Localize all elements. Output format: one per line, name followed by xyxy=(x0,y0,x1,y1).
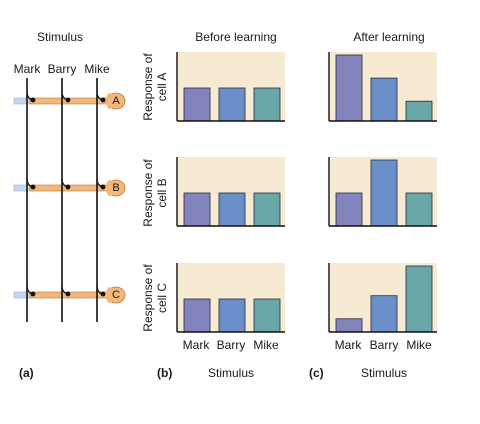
row-label-cell-c: Response of cell C xyxy=(141,264,169,332)
bar-after-cell-c-mark xyxy=(335,318,363,333)
bar-before-cell-a-mike xyxy=(253,87,281,122)
neuron-label-a: A xyxy=(112,95,120,107)
neuron-label-b: B xyxy=(112,182,119,194)
neuron-hillock-a xyxy=(106,93,112,109)
chart-after-cell-b xyxy=(328,157,437,227)
bar-before-cell-c-barry xyxy=(218,298,246,333)
row-label-cell-a-line2: cell A xyxy=(155,73,169,102)
bar-after-cell-c-mike xyxy=(405,265,433,333)
panel-c-xlabel: Stimulus xyxy=(361,366,407,380)
row-label-cell-b-line1: Response of xyxy=(141,159,155,227)
row-label-cell-a: Response of cell A xyxy=(141,53,169,121)
synapse-mark-c xyxy=(30,291,36,297)
chart-before-cell-b xyxy=(176,157,285,227)
bar-before-cell-b-mike xyxy=(253,192,281,227)
synapse-barry-a xyxy=(65,97,71,103)
synapse-mark-a xyxy=(30,97,36,103)
bar-before-cell-a-barry xyxy=(218,87,246,122)
input-label-mike: Mike xyxy=(84,62,110,76)
synapse-barry-b xyxy=(65,184,71,190)
after-x-tick-labels: Mark Barry Mike xyxy=(335,338,432,352)
row-label-cell-b: Response of cell B xyxy=(141,159,169,227)
before-x-tick-labels: Mark Barry Mike xyxy=(183,338,279,352)
panel-a-label: (a) xyxy=(19,366,34,380)
bar-after-cell-b-barry xyxy=(370,159,398,227)
bar-after-cell-c-barry xyxy=(370,295,398,333)
bar-before-cell-a-mark xyxy=(183,87,211,122)
row-label-cell-b-line2: cell B xyxy=(155,178,169,207)
bar-after-cell-a-mark xyxy=(335,54,363,122)
bar-before-cell-c-mike xyxy=(253,298,281,333)
panel-c-label: (c) xyxy=(309,366,324,380)
chart-after-cell-c xyxy=(328,263,437,333)
neuron-hillock-c xyxy=(106,287,112,303)
panel-a-title: Stimulus xyxy=(37,30,83,44)
row-label-cell-a-line1: Response of xyxy=(141,53,155,121)
after-learning-title: After learning xyxy=(353,30,424,44)
synapse-mike-c xyxy=(100,291,106,297)
before-tick-mike: Mike xyxy=(253,338,279,352)
panel-a-neuron-diagram: Stimulus Mark Barry Mike A B C (a) xyxy=(13,30,126,380)
after-tick-mike: Mike xyxy=(406,338,432,352)
bar-after-cell-a-barry xyxy=(370,77,398,122)
bar-before-cell-b-mark xyxy=(183,192,211,227)
synapse-mike-a xyxy=(100,97,106,103)
bar-after-cell-a-mike xyxy=(405,100,433,122)
chart-before-cell-c xyxy=(176,263,285,333)
input-label-mark: Mark xyxy=(14,62,42,76)
after-tick-barry: Barry xyxy=(370,338,399,352)
bar-before-cell-c-mark xyxy=(183,298,211,333)
before-learning-title: Before learning xyxy=(195,30,276,44)
neuron-hillock-b xyxy=(106,180,112,196)
synapse-mark-b xyxy=(30,184,36,190)
synapse-barry-c xyxy=(65,291,71,297)
bar-before-cell-b-barry xyxy=(218,192,246,227)
before-tick-barry: Barry xyxy=(217,338,246,352)
neuron-layer xyxy=(13,78,126,322)
synapse-mike-b xyxy=(100,184,106,190)
row-label-cell-c-line1: Response of xyxy=(141,264,155,332)
neuron-label-c: C xyxy=(112,289,120,301)
after-tick-mark: Mark xyxy=(335,338,363,352)
bar-after-cell-b-mike xyxy=(405,192,433,227)
panel-b-xlabel: Stimulus xyxy=(208,366,254,380)
row-label-cell-c-line2: cell C xyxy=(155,283,169,313)
bar-charts xyxy=(176,52,437,333)
before-tick-mark: Mark xyxy=(183,338,211,352)
bar-after-cell-b-mark xyxy=(335,192,363,227)
input-label-barry: Barry xyxy=(48,62,77,76)
chart-after-cell-a xyxy=(328,52,437,122)
chart-before-cell-a xyxy=(176,52,285,122)
panel-b-label: (b) xyxy=(157,366,172,380)
